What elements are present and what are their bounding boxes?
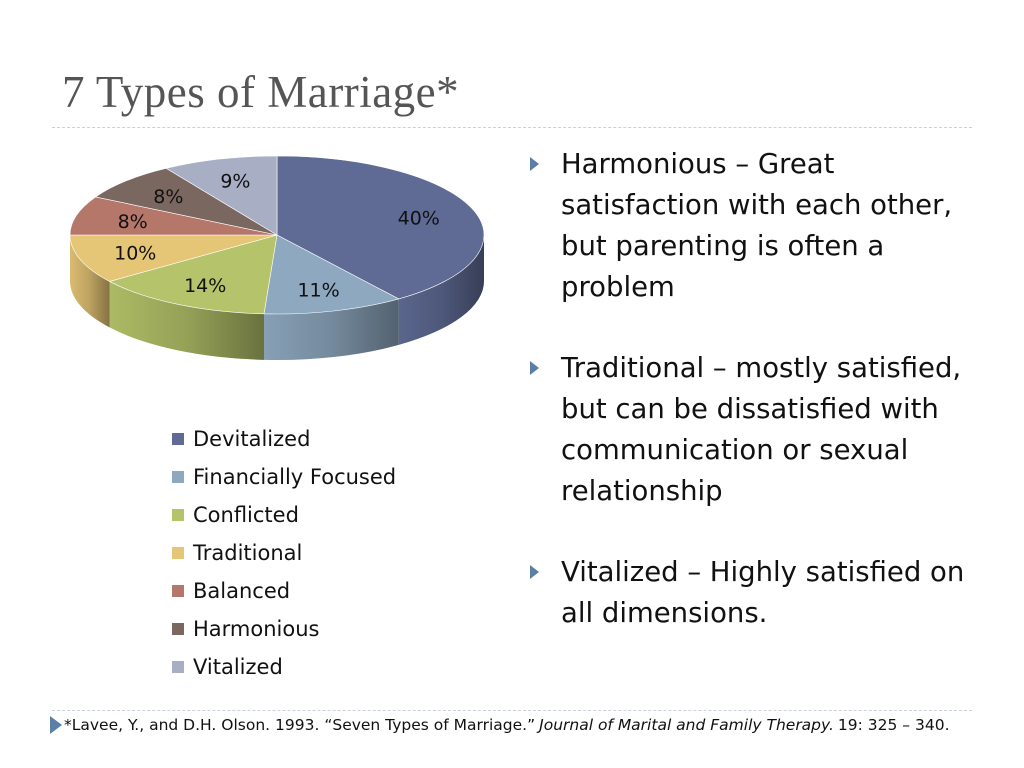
footnote-divider: [52, 710, 972, 711]
legend-label: Financially Focused: [193, 465, 397, 489]
data-label-vitalized: 9%: [220, 170, 250, 192]
legend-label: Conflicted: [193, 503, 299, 527]
legend-swatch: [172, 547, 184, 559]
legend-item-financially-focused: Financially Focused: [172, 458, 396, 496]
legend-label: Balanced: [193, 579, 291, 603]
pie-slice-financially-focused: [263, 234, 400, 315]
bullet-arrow-icon: [530, 565, 539, 579]
bullet-arrow-icon: [530, 157, 539, 171]
legend-item-devitalized: Devitalized: [172, 420, 396, 458]
bullet-harmonious: Harmonious – Great satisfaction with eac…: [528, 144, 988, 308]
data-label-traditional: 10%: [114, 243, 156, 265]
title-divider: [52, 127, 972, 128]
data-label-financially-focused: 11%: [297, 280, 339, 302]
data-label-conflicted: 14%: [184, 275, 226, 297]
footnote: *Lavee, Y., and D.H. Olson. 1993. “Seven…: [50, 716, 950, 734]
legend-label: Vitalized: [193, 655, 283, 679]
legend-label: Harmonious: [193, 617, 320, 641]
pie-slice-balanced: [69, 196, 278, 236]
bullet-traditional: Traditional – mostly satisfied, but can …: [528, 348, 988, 512]
footnote-pages: 19: 325 – 340.: [837, 716, 950, 734]
legend-item-harmonious: Harmonious: [172, 610, 396, 648]
legend-item-vitalized: Vitalized: [172, 648, 396, 686]
legend-label: Traditional: [193, 541, 303, 565]
pie-side-shade-traditional: [70, 235, 110, 328]
legend-swatch: [172, 623, 184, 635]
data-label-devitalized: 40%: [398, 207, 440, 229]
bullet-list: Harmonious – Great satisfaction with eac…: [528, 144, 988, 674]
pie-slice-traditional: [69, 234, 278, 282]
legend-swatch: [172, 661, 184, 673]
bullet-arrow-icon: [530, 361, 539, 375]
legend-label: Devitalized: [193, 427, 311, 451]
data-label-harmonious: 8%: [153, 186, 183, 208]
pie-side-shade-financially-focused: [264, 298, 399, 360]
bullet-text: Vitalized – Highly satisfied on all dime…: [561, 556, 965, 629]
bullet-text: Traditional – mostly satisfied, but can …: [561, 352, 962, 507]
pie-slice-vitalized: [165, 155, 278, 236]
legend-swatch: [172, 585, 184, 597]
legend-item-balanced: Balanced: [172, 572, 396, 610]
slide-title: 7 Types of Marriage*: [62, 67, 460, 117]
pie-side-shade-conflicted: [109, 281, 265, 360]
footnote-arrow-icon: [50, 716, 62, 734]
bullet-vitalized: Vitalized – Highly satisfied on all dime…: [528, 552, 988, 634]
pie-slice-devitalized: [276, 155, 485, 300]
footnote-citation: *Lavee, Y., and D.H. Olson. 1993. “Seven…: [64, 716, 536, 734]
pie-slice-harmonious: [94, 167, 278, 236]
pie-chart: 40% 11% 14% 10% 8%8% 9%: [69, 155, 485, 360]
bullet-text: Harmonious – Great satisfaction with eac…: [561, 148, 953, 303]
pie-slice-conflicted: [108, 234, 278, 315]
legend-swatch: [172, 471, 184, 483]
legend-item-conflicted: Conflicted: [172, 496, 396, 534]
data-label-balanced: 8%: [118, 211, 148, 233]
footnote-journal: Journal of Marital and Family Therapy.: [539, 716, 834, 734]
legend-item-traditional: Traditional: [172, 534, 396, 572]
legend-swatch: [172, 509, 184, 521]
legend-swatch: [172, 433, 184, 445]
pie-side-shade-devitalized: [398, 235, 484, 345]
chart-legend: Devitalized Financially Focused Conflicted…: [172, 420, 396, 686]
